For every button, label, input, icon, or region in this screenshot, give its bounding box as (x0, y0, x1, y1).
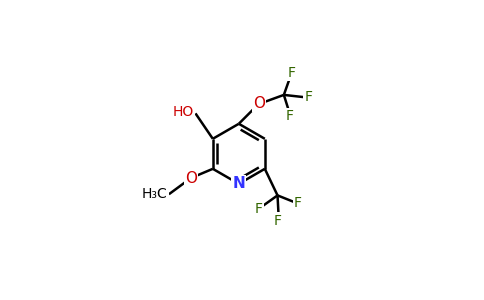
Text: HO: HO (173, 105, 194, 119)
Text: O: O (253, 96, 265, 111)
Text: F: F (255, 202, 263, 216)
Text: F: F (287, 66, 295, 80)
Text: F: F (286, 109, 294, 123)
Text: O: O (185, 171, 197, 186)
Text: H₃C: H₃C (142, 187, 168, 201)
Text: F: F (273, 214, 282, 228)
Text: F: F (294, 196, 302, 210)
Text: F: F (304, 90, 312, 104)
Text: N: N (232, 176, 245, 191)
